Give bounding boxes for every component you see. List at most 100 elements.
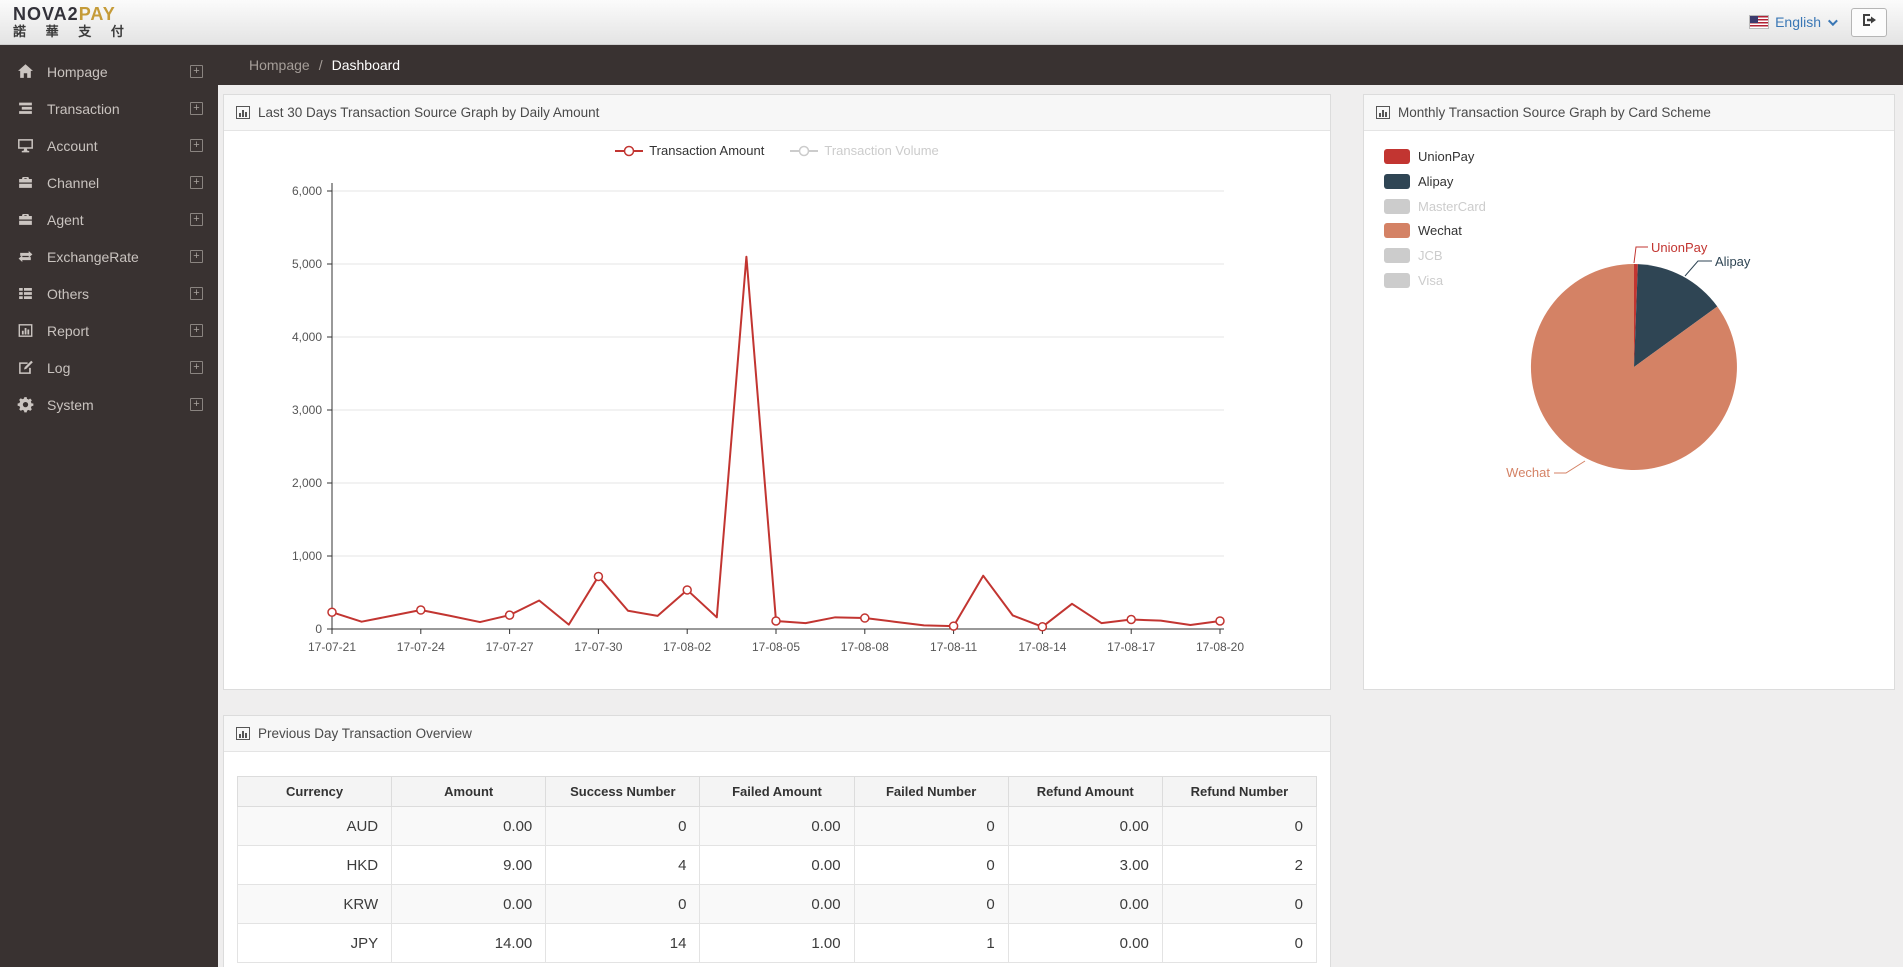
legend-label: Transaction Amount bbox=[649, 143, 765, 158]
expand-plus-icon[interactable]: + bbox=[190, 361, 203, 374]
table-cell: 0.00 bbox=[699, 845, 855, 885]
sidebar-item-label: Channel bbox=[47, 174, 100, 191]
line-chart-canvas: 0 1,000 2,000 3,000 4,000 5,000 6,000 17-07-21 1… bbox=[292, 183, 1244, 654]
log-icon bbox=[17, 359, 34, 376]
legend-swatch bbox=[1384, 198, 1410, 214]
svg-text:17-08-05: 17-08-05 bbox=[752, 640, 800, 654]
system-icon bbox=[17, 396, 34, 413]
column-header: Success Number bbox=[545, 776, 701, 807]
pie-legend-item-jcb[interactable]: JCB bbox=[1384, 248, 1486, 264]
line-chart-panel-header: Last 30 Days Transaction Source Graph by… bbox=[224, 95, 1330, 131]
legend-item-transaction-amount[interactable]: Transaction Amount bbox=[615, 143, 764, 158]
svg-text:17-08-20: 17-08-20 bbox=[1196, 640, 1244, 654]
expand-plus-icon[interactable]: + bbox=[190, 287, 203, 300]
legend-label: JCB bbox=[1418, 248, 1443, 264]
expand-plus-icon[interactable]: + bbox=[190, 213, 203, 226]
legend-label: Transaction Volume bbox=[824, 143, 939, 158]
column-header: Refund Number bbox=[1161, 776, 1318, 807]
sidebar-item-exchangerate[interactable]: ExchangeRate + bbox=[0, 238, 218, 275]
svg-text:17-08-11: 17-08-11 bbox=[930, 640, 977, 654]
expand-plus-icon[interactable]: + bbox=[190, 176, 203, 189]
table-cell: 1 bbox=[853, 923, 1009, 963]
breadcrumb: Hompage / Dashboard bbox=[218, 45, 1903, 85]
pie-legend-item-unionpay[interactable]: UnionPay bbox=[1384, 149, 1486, 164]
expand-plus-icon[interactable]: + bbox=[190, 102, 203, 115]
sidebar-item-hompage[interactable]: Hompage + bbox=[0, 53, 218, 90]
pie-label-alipay: Alipay bbox=[1715, 254, 1751, 269]
table-cell: 0.00 bbox=[699, 806, 855, 846]
app-header: NOVA2PAY 諾 華 支 付 English bbox=[0, 0, 1903, 45]
language-dropdown[interactable]: English bbox=[1750, 14, 1838, 30]
sidebar-item-label: Hompage bbox=[47, 63, 108, 80]
pie-legend-item-alipay[interactable]: Alipay bbox=[1384, 173, 1486, 189]
logo-subtitle: 諾 華 支 付 bbox=[13, 23, 132, 39]
sidebar-item-report[interactable]: Report + bbox=[0, 312, 218, 349]
table-cell: 0.00 bbox=[1007, 806, 1163, 846]
svg-text:17-08-14: 17-08-14 bbox=[1018, 640, 1066, 654]
line-chart-panel: Last 30 Days Transaction Source Graph by… bbox=[223, 94, 1331, 690]
breadcrumb-parent-link[interactable]: Hompage bbox=[249, 57, 310, 73]
column-header: Amount bbox=[391, 776, 547, 807]
expand-plus-icon[interactable]: + bbox=[190, 139, 203, 152]
table-row: HKD 9.00 4 0.00 0 3.00 2 bbox=[236, 845, 1318, 885]
logout-button[interactable] bbox=[1851, 7, 1887, 37]
svg-text:4,000: 4,000 bbox=[292, 330, 322, 344]
pie-legend-item-mastercard[interactable]: MasterCard bbox=[1384, 198, 1486, 214]
table-panel-header: Previous Day Transaction Overview bbox=[224, 716, 1330, 752]
table-cell: 14 bbox=[545, 923, 701, 963]
table-cell: 0 bbox=[1161, 884, 1318, 924]
us-flag-icon bbox=[1750, 16, 1769, 28]
sidebar-item-transaction[interactable]: Transaction + bbox=[0, 90, 218, 127]
legend-swatch bbox=[1384, 248, 1410, 264]
legend-swatch bbox=[1384, 223, 1410, 239]
panel-title: Last 30 Days Transaction Source Graph by… bbox=[258, 105, 600, 120]
table-cell: 0.00 bbox=[699, 884, 855, 924]
svg-text:2,000: 2,000 bbox=[292, 476, 322, 490]
pie-slice-unionpay bbox=[1634, 264, 1638, 367]
svg-text:17-07-27: 17-07-27 bbox=[486, 640, 534, 654]
legend-label: UnionPay bbox=[1418, 149, 1475, 164]
expand-plus-icon[interactable]: + bbox=[190, 250, 203, 263]
bar-chart-icon bbox=[1376, 106, 1390, 119]
sidebar-item-others[interactable]: Others + bbox=[0, 275, 218, 312]
table-cell: 0.00 bbox=[391, 884, 547, 924]
pie-chart-legend: UnionPay Alipay MasterCard Wechat JCB Visa bbox=[1384, 149, 1486, 298]
column-header: Currency bbox=[236, 776, 393, 807]
legend-label: MasterCard bbox=[1418, 198, 1486, 214]
sidebar-item-system[interactable]: System + bbox=[0, 386, 218, 423]
home-icon bbox=[17, 63, 34, 80]
sidebar-menu: Hompage + Transaction + Account + Channel + Agen… bbox=[0, 45, 218, 423]
line-chart-legend: Transaction Amount Transaction Volume bbox=[224, 143, 1330, 158]
pie-legend-item-wechat[interactable]: Wechat bbox=[1384, 223, 1486, 239]
table-cell: 0 bbox=[853, 884, 1009, 924]
table-cell: AUD bbox=[236, 806, 393, 846]
svg-text:17-08-02: 17-08-02 bbox=[663, 640, 711, 654]
svg-text:5,000: 5,000 bbox=[292, 257, 322, 271]
transaction-icon bbox=[17, 100, 34, 117]
pie-chart-panel-header: Monthly Transaction Source Graph by Card… bbox=[1364, 95, 1894, 131]
sidebar-item-label: Account bbox=[47, 137, 98, 154]
table-cell: 2 bbox=[1161, 845, 1318, 885]
column-header: Failed Amount bbox=[699, 776, 855, 807]
sidebar-item-log[interactable]: Log + bbox=[0, 349, 218, 386]
breadcrumb-current: Dashboard bbox=[331, 57, 401, 73]
table-cell: 0 bbox=[545, 806, 701, 846]
table-cell: 0.00 bbox=[1007, 923, 1163, 963]
svg-text:17-07-21: 17-07-21 bbox=[308, 640, 356, 654]
sidebar-item-channel[interactable]: Channel + bbox=[0, 164, 218, 201]
exchange-icon bbox=[17, 248, 34, 265]
sidebar-item-account[interactable]: Account + bbox=[0, 127, 218, 164]
language-label: English bbox=[1775, 14, 1821, 30]
svg-text:3,000: 3,000 bbox=[292, 403, 322, 417]
expand-plus-icon[interactable]: + bbox=[190, 324, 203, 337]
sidebar-item-label: ExchangeRate bbox=[47, 248, 139, 265]
pie-legend-item-visa[interactable]: Visa bbox=[1384, 272, 1486, 288]
table-cell: 0 bbox=[1161, 806, 1318, 846]
expand-plus-icon[interactable]: + bbox=[190, 65, 203, 78]
table-cell: 1.00 bbox=[699, 923, 855, 963]
sidebar-item-agent[interactable]: Agent + bbox=[0, 201, 218, 238]
sign-out-icon bbox=[1861, 13, 1877, 32]
legend-item-transaction-volume[interactable]: Transaction Volume bbox=[790, 143, 939, 158]
expand-plus-icon[interactable]: + bbox=[190, 398, 203, 411]
sidebar-item-label: Log bbox=[47, 359, 71, 376]
